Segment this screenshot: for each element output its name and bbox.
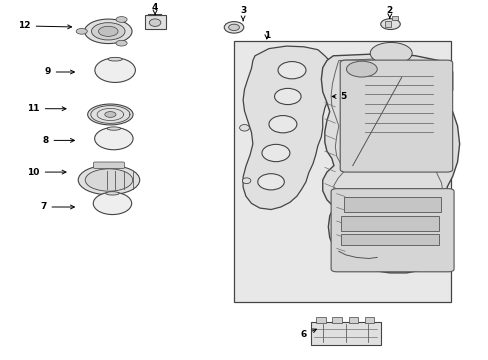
Ellipse shape	[95, 127, 133, 150]
Ellipse shape	[98, 26, 118, 36]
Circle shape	[346, 61, 376, 77]
Text: 10: 10	[27, 167, 66, 176]
Ellipse shape	[369, 42, 411, 64]
Bar	[364, 317, 374, 323]
Text: 8: 8	[42, 136, 74, 145]
Ellipse shape	[257, 174, 284, 190]
Ellipse shape	[380, 19, 400, 30]
Bar	[340, 216, 438, 231]
FancyBboxPatch shape	[330, 189, 453, 272]
Text: 4: 4	[152, 3, 158, 14]
Circle shape	[76, 28, 87, 34]
Text: 6: 6	[300, 329, 316, 339]
Ellipse shape	[268, 116, 296, 133]
Ellipse shape	[224, 22, 244, 33]
Bar	[234, 41, 449, 302]
Ellipse shape	[108, 57, 122, 61]
Text: 12: 12	[18, 22, 71, 31]
Bar	[343, 197, 441, 212]
Text: 11: 11	[27, 104, 66, 113]
Polygon shape	[321, 53, 459, 273]
Bar	[348, 317, 358, 323]
Bar	[392, 16, 398, 20]
Bar	[315, 317, 325, 323]
Ellipse shape	[85, 169, 132, 191]
Ellipse shape	[149, 19, 161, 26]
FancyBboxPatch shape	[93, 162, 124, 168]
Ellipse shape	[228, 24, 239, 31]
Ellipse shape	[242, 178, 250, 184]
Ellipse shape	[274, 88, 301, 104]
Text: 9: 9	[44, 68, 74, 77]
Text: 1: 1	[263, 31, 269, 40]
Text: 5: 5	[331, 92, 346, 101]
Circle shape	[116, 40, 127, 46]
Ellipse shape	[93, 192, 131, 215]
Ellipse shape	[84, 19, 132, 44]
Ellipse shape	[95, 58, 135, 82]
Text: 2: 2	[386, 6, 392, 18]
Ellipse shape	[78, 165, 140, 195]
Ellipse shape	[91, 23, 125, 40]
Circle shape	[116, 17, 127, 22]
Ellipse shape	[239, 125, 249, 131]
Text: 7: 7	[40, 202, 74, 211]
Ellipse shape	[107, 127, 121, 130]
Bar	[331, 317, 341, 323]
Ellipse shape	[278, 62, 305, 79]
Circle shape	[104, 112, 116, 117]
Bar	[340, 234, 438, 245]
FancyBboxPatch shape	[340, 60, 452, 172]
Ellipse shape	[262, 144, 289, 162]
Ellipse shape	[105, 192, 119, 195]
Ellipse shape	[87, 104, 133, 125]
Polygon shape	[243, 46, 331, 210]
FancyBboxPatch shape	[310, 322, 380, 345]
Bar	[384, 21, 391, 27]
Text: 3: 3	[240, 6, 246, 21]
FancyBboxPatch shape	[144, 15, 165, 29]
